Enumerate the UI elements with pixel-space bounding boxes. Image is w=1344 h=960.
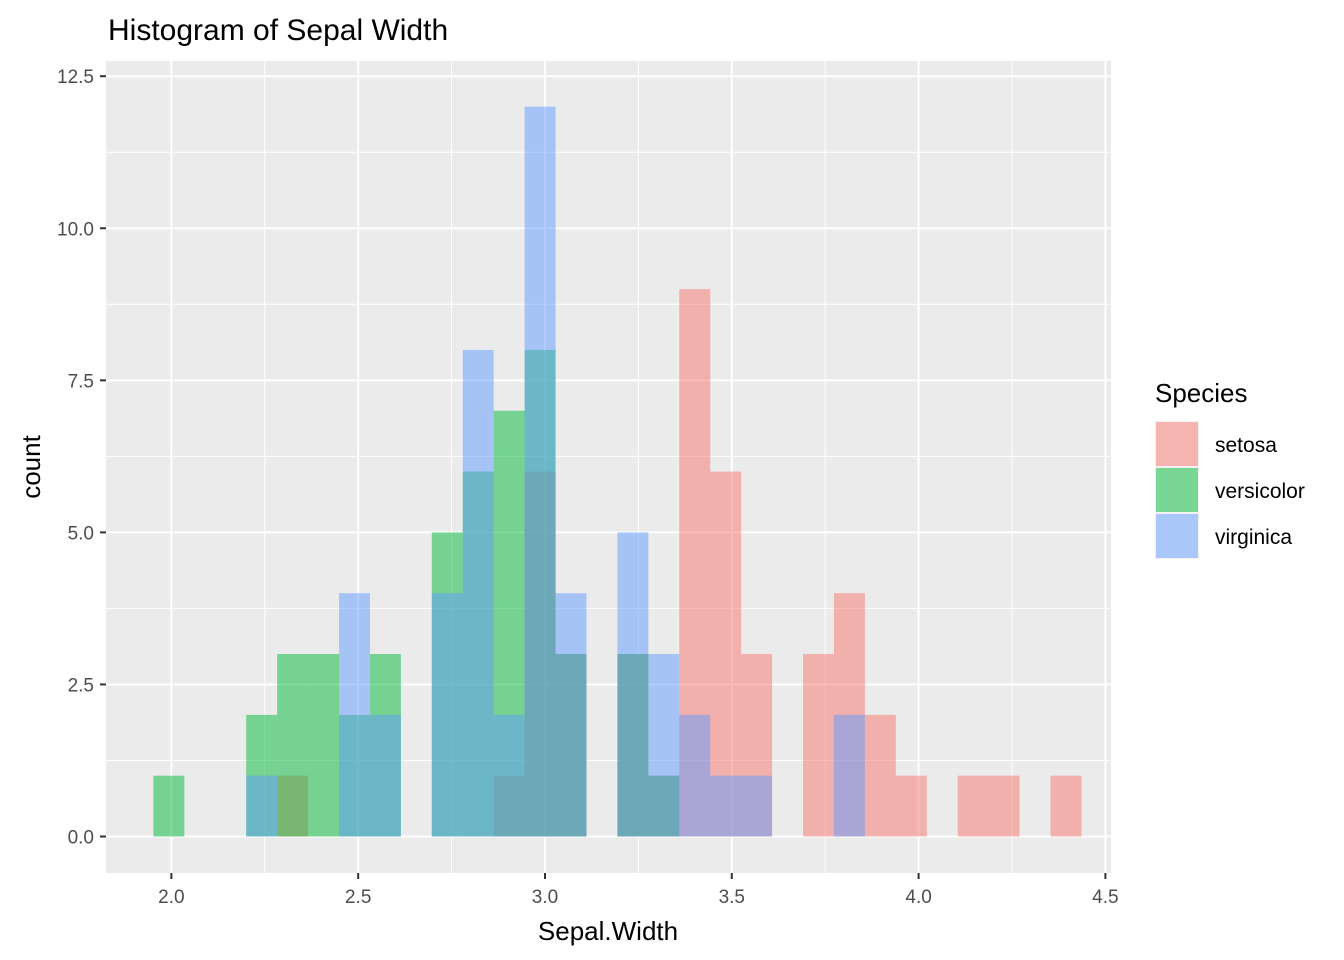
histogram-bars — [153, 106, 1082, 837]
bar-setosa — [895, 775, 927, 837]
y-tick-label: 2.5 — [68, 675, 94, 696]
bar-setosa — [957, 775, 989, 837]
y-tick-label: 10.0 — [57, 219, 94, 240]
legend-label-setosa: setosa — [1215, 434, 1277, 457]
y-axis: 0.0 2.5 5.0 7.5 10.0 12.5 — [57, 67, 106, 849]
x-axis: 2.0 2.5 3.0 3.5 4.0 4.5 — [158, 873, 1119, 908]
bar-versicolor — [308, 654, 340, 837]
bar-virginica — [524, 106, 556, 837]
minor-gridlines — [106, 61, 1111, 873]
legend: Species setosa versicolor virginica — [1155, 378, 1305, 559]
bar-virginica — [833, 714, 865, 837]
bar-virginica — [339, 593, 370, 837]
chart-title: Histogram of Sepal Width — [108, 14, 448, 47]
bar-virginica — [462, 349, 494, 837]
x-tick-label: 3.5 — [719, 887, 745, 908]
y-tick-label: 0.0 — [68, 828, 94, 849]
legend-swatch-virginica — [1156, 514, 1198, 558]
bar-versicolor — [153, 775, 185, 837]
bar-virginica — [679, 714, 711, 837]
legend-label-virginica: virginica — [1215, 526, 1292, 549]
bar-virginica — [555, 593, 587, 837]
y-tick-label: 12.5 — [57, 67, 94, 88]
x-tick-label: 2.5 — [345, 887, 371, 908]
bar-virginica — [741, 775, 773, 837]
legend-swatch-versicolor — [1156, 468, 1198, 512]
bar-setosa — [864, 714, 896, 837]
bar-versicolor — [277, 654, 309, 837]
major-gridlines — [106, 61, 1111, 873]
y-tick-label: 7.5 — [68, 371, 94, 392]
y-axis-title: count — [16, 434, 46, 498]
bar-virginica — [369, 714, 401, 837]
bar-virginica — [710, 775, 742, 837]
bar-virginica — [246, 775, 278, 837]
bar-virginica — [493, 714, 525, 837]
legend-title: Species — [1155, 378, 1248, 408]
x-tick-label: 3.0 — [532, 887, 558, 908]
y-tick-label: 5.0 — [68, 523, 94, 544]
bar-setosa — [988, 775, 1020, 837]
bar-setosa — [1050, 775, 1082, 837]
x-tick-label: 4.0 — [905, 887, 931, 908]
bar-virginica — [648, 654, 680, 837]
legend-swatch-setosa — [1156, 422, 1198, 466]
bar-virginica — [431, 593, 463, 837]
bar-setosa — [803, 654, 834, 837]
bar-virginica — [617, 532, 649, 837]
x-tick-label: 2.0 — [158, 887, 184, 908]
legend-label-versicolor: versicolor — [1215, 480, 1305, 503]
x-axis-title: Sepal.Width — [538, 916, 678, 946]
x-tick-label: 4.5 — [1092, 887, 1118, 908]
